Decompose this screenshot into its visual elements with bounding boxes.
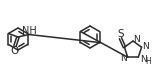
Text: NH: NH	[22, 25, 37, 35]
Text: N: N	[142, 42, 149, 51]
Text: H: H	[145, 57, 151, 66]
Text: N: N	[133, 34, 139, 44]
Text: N: N	[140, 55, 147, 64]
Text: S: S	[117, 29, 124, 39]
Text: N: N	[120, 54, 127, 63]
Text: O: O	[10, 46, 19, 56]
